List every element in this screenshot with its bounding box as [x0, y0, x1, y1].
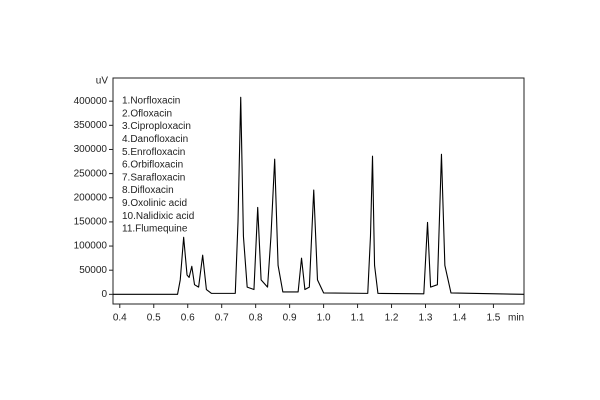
- peak-label: 11.Flumequine: [122, 224, 188, 235]
- peak-label: 3.Ciproploxacin: [122, 121, 191, 132]
- x-tick-label: 0.8: [249, 313, 263, 324]
- x-tick-label: 0.7: [215, 313, 229, 324]
- y-tick-label: 250000: [74, 168, 108, 179]
- peak-label: 2.Ofloxacin: [122, 108, 172, 119]
- peak-label: 9.Oxolinic acid: [122, 198, 187, 209]
- y-tick-label: 100000: [74, 241, 108, 252]
- x-tick-label: 1.1: [351, 313, 365, 324]
- y-tick-label: 400000: [74, 96, 108, 107]
- x-tick-label: 1.4: [453, 313, 467, 324]
- y-tick-label: 350000: [74, 120, 108, 131]
- y-tick-label: 0: [101, 289, 107, 300]
- peak-label: 5.Enrofloxacin: [122, 147, 185, 158]
- peak-label: 10.Nalidixic acid: [122, 211, 194, 222]
- peak-label: 8.Difloxacin: [122, 185, 174, 196]
- peak-label: 4.Danofloxacin: [122, 134, 188, 145]
- y-tick-label: 150000: [74, 217, 108, 228]
- x-tick-label: 1.0: [317, 313, 331, 324]
- x-tick-label: 0.9: [283, 313, 297, 324]
- x-tick-label: 0.5: [147, 313, 161, 324]
- y-tick-label: 200000: [74, 192, 108, 203]
- x-tick-label: 1.2: [385, 313, 399, 324]
- x-tick-label: 0.4: [113, 313, 127, 324]
- x-axis-label: min: [508, 313, 524, 324]
- peak-label: 7.Sarafloxacin: [122, 172, 185, 183]
- peak-label: 1.Norfloxacin: [122, 96, 180, 107]
- plot-frame: [112, 77, 525, 305]
- y-axis-label: uV: [96, 76, 109, 87]
- y-tick-label: 50000: [79, 265, 107, 276]
- peak-label: 6.Orbifloxacin: [122, 160, 183, 171]
- x-tick-label: 1.3: [419, 313, 433, 324]
- x-tick-label: 1.5: [486, 313, 500, 324]
- chromatogram-line: [113, 96, 525, 295]
- x-tick-label: 0.6: [181, 313, 195, 324]
- y-tick-label: 300000: [74, 144, 108, 155]
